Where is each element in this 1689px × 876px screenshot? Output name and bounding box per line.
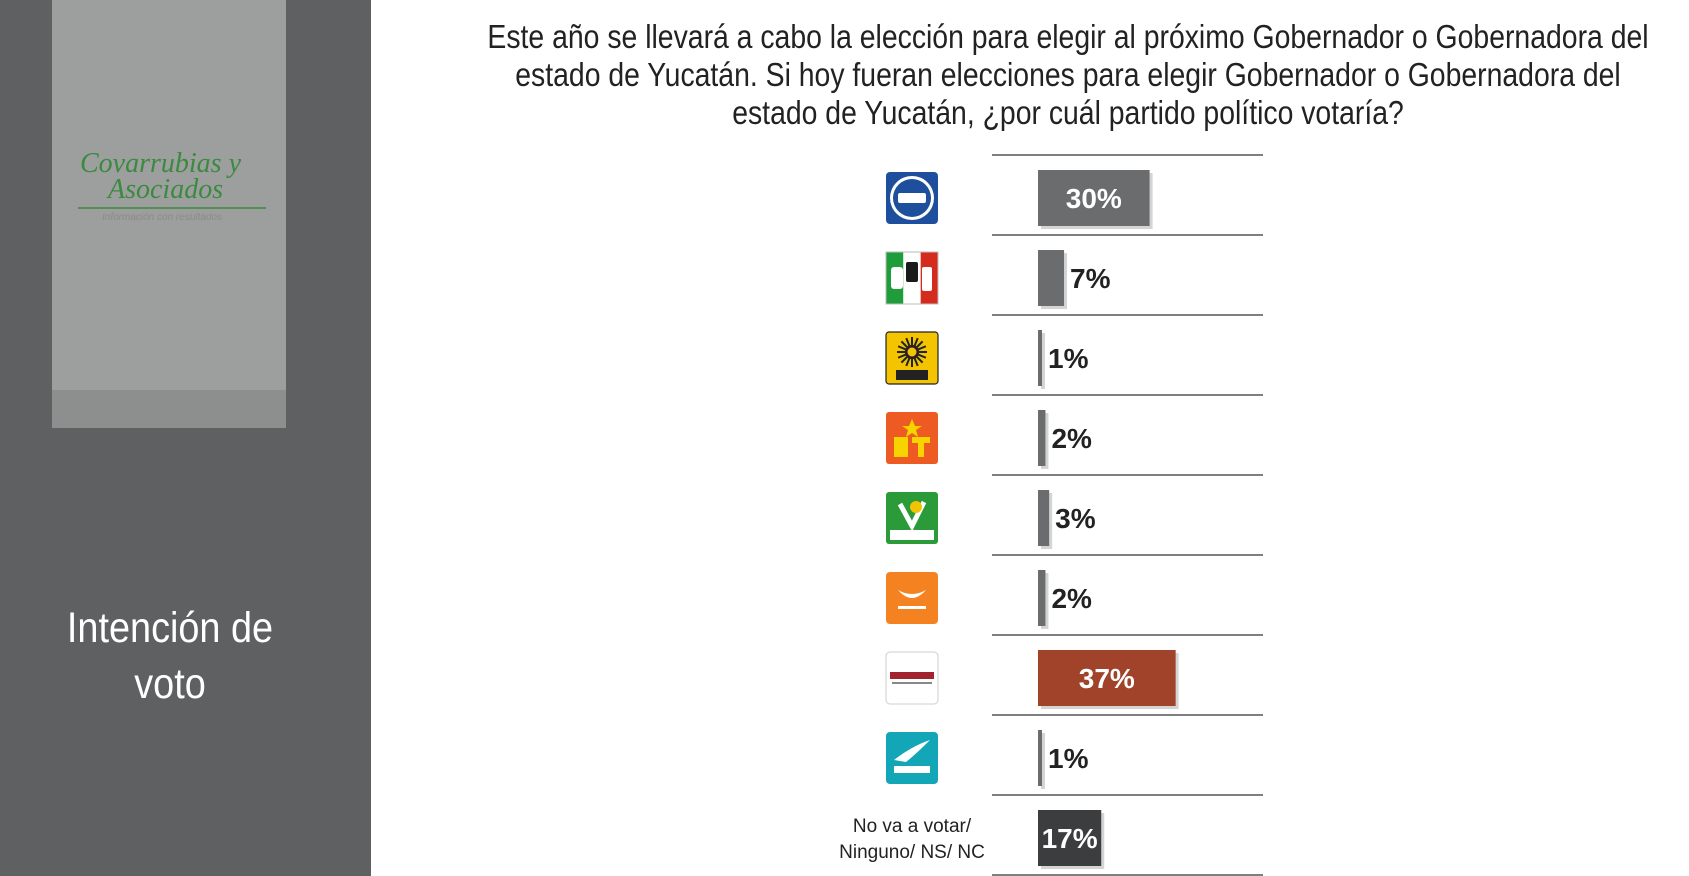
- chart-row: 3%: [886, 490, 1096, 549]
- prd-logo-ray: [917, 345, 927, 351]
- prd-logo-wordmark: [896, 370, 928, 380]
- section-title: Intención de voto: [20, 600, 319, 712]
- verde-logo-wordmark: [890, 530, 934, 540]
- chart-row: 7%: [885, 250, 1111, 309]
- prd-logo-ray: [900, 340, 909, 349]
- pan-logo: —: [886, 172, 938, 224]
- pt-logo-t-stem: [918, 437, 924, 457]
- logo-line-1: Covarrubias y: [80, 148, 242, 179]
- bar: [1038, 330, 1042, 386]
- pt-logo: [886, 412, 938, 464]
- verde-logo-toucan: [910, 501, 922, 513]
- chart-row: — 30%: [886, 170, 1153, 229]
- prd-logo-ray: [913, 357, 919, 367]
- nueva-alianza-logo-wordmark: [894, 766, 930, 773]
- nueva-alianza-logo-swoosh: [894, 740, 930, 762]
- morena-logo: [885, 651, 939, 705]
- bar: [1038, 810, 1102, 866]
- prd-logo-ray: [913, 337, 919, 347]
- mc-logo-eagle: [898, 590, 926, 598]
- bar: [1038, 250, 1065, 306]
- prd-logo-ray: [915, 340, 924, 349]
- prd-logo-ray: [897, 353, 907, 359]
- bar-shadow: [1041, 333, 1045, 389]
- category-label-line: Ninguno/ NS/ NC: [839, 842, 985, 863]
- morena-logo-tagline: [892, 682, 932, 684]
- value-label: 1%: [1048, 743, 1089, 774]
- company-logo: Covarrubias y Asociados Información con …: [78, 148, 266, 223]
- logo-line-2: Asociados: [106, 174, 223, 205]
- sidebar: Covarrubias y Asociados Información con …: [0, 0, 371, 876]
- bar: [1038, 490, 1050, 546]
- pan-logo-band: [898, 193, 926, 203]
- prd-logo-ray: [905, 337, 911, 347]
- value-label: 17%: [1042, 823, 1098, 854]
- category-label: No va a votar/Ninguno/ NS/ NC: [839, 816, 985, 863]
- pri-logo-i: [922, 267, 932, 291]
- chart-row: 1%: [886, 730, 1089, 789]
- logo-card: Covarrubias y Asociados Información con …: [52, 0, 286, 428]
- section-title-line-1: Intención de: [66, 604, 274, 652]
- value-label: 37%: [1079, 663, 1135, 694]
- pri-logo-p: [891, 267, 903, 289]
- bar: [1038, 730, 1042, 786]
- value-label: 1%: [1048, 343, 1089, 374]
- mc-logo-wordmark: [898, 606, 926, 609]
- value-label: 3%: [1055, 503, 1096, 534]
- chart-svg: — 30% 7% 1% 2% 3% 2% 37% 1% No va a votar/Ninguno…: [839, 154, 1263, 876]
- nueva-alianza-logo: [886, 732, 938, 784]
- chart-row: No va a votar/Ninguno/ NS/ NC 17%: [839, 810, 1105, 869]
- pt-logo-star: [902, 419, 922, 437]
- vote-intention-chart: — 30% 7% 1% 2% 3% 2% 37% 1% No va a votar/Ninguno…: [820, 150, 1300, 876]
- prd-logo-ray: [917, 353, 927, 359]
- logo-tagline: Información con resultados: [102, 212, 222, 223]
- pri-logo-r: [906, 262, 918, 282]
- value-label: 2%: [1051, 423, 1092, 454]
- prd-logo-sun-core: [907, 347, 917, 357]
- prd-logo-ray: [905, 357, 911, 367]
- movimiento-ciudadano-logo: [886, 572, 938, 624]
- bar: [1038, 410, 1046, 466]
- value-label: 30%: [1066, 183, 1122, 214]
- pri-logo-border: [885, 251, 939, 305]
- logo-card-band: [52, 390, 286, 428]
- chart-row: 1%: [885, 330, 1089, 389]
- survey-question-text: Este año se llevará a cabo la elección p…: [487, 18, 1649, 131]
- nueva-alianza-logo-bg: [886, 732, 938, 784]
- survey-question: Este año se llevará a cabo la elección p…: [478, 18, 1658, 132]
- prd-logo-ray: [900, 355, 909, 364]
- chart-row: 2%: [886, 410, 1092, 469]
- section-title-line-2: voto: [134, 660, 206, 708]
- value-label: 2%: [1051, 583, 1092, 614]
- pri-logo: [885, 251, 939, 305]
- bar: [1038, 650, 1176, 706]
- prd-logo-ray: [915, 355, 924, 364]
- value-label: 7%: [1070, 263, 1111, 294]
- bar: [1038, 570, 1046, 626]
- bar-shadow: [1041, 733, 1045, 789]
- category-label-line: No va a votar/: [853, 816, 972, 837]
- pt-logo-p: [894, 437, 908, 457]
- verde-logo: [886, 492, 938, 544]
- prd-logo: [885, 331, 939, 385]
- prd-logo-ray: [897, 345, 907, 351]
- morena-logo-wordmark: [890, 672, 934, 679]
- bar: [1038, 170, 1150, 226]
- chart-row: 37%: [885, 650, 1179, 709]
- chart-row: 2%: [886, 570, 1092, 629]
